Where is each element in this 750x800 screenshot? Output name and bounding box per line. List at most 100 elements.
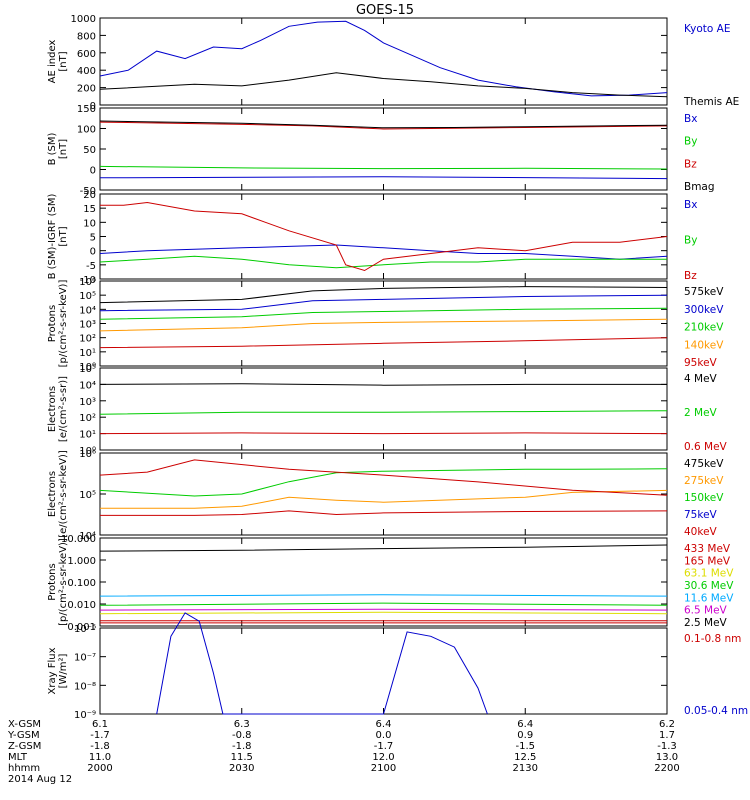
y-axis-label: Electrons[e/(cm²-s-sr-keV)] [47, 450, 69, 538]
legend-label-6-2: 275keV [684, 475, 724, 487]
y-tick-label: 0 [90, 166, 96, 177]
legend-label-3-3: Bz [684, 270, 697, 282]
panel-3: -10 -5 0 5 10 15 20 B (SM)-IGRF (SM)[nT] Bx By Bz [47, 190, 697, 286]
y-tick-label: 0.100 [67, 578, 96, 589]
x-tick-value: 2000 [87, 763, 112, 774]
x-tick-value: -1.8 [90, 741, 110, 752]
series-line-3-2 [99, 255, 667, 269]
y-axis-label-line: [nT] [58, 51, 69, 71]
y-axis-label-line: B (SM)-IGRF (SM) [47, 194, 58, 280]
y-tick-label: 10⁵ [79, 291, 96, 302]
series-line-3-1 [99, 244, 668, 260]
panel-8: 10⁻⁹ 10⁻⁸ 10⁻⁷ 10⁻⁶ Xray Flux[W/m²] 0.1-0.8 n… [47, 459, 748, 721]
legend-label-4-2: 300keV [684, 304, 724, 316]
y-tick-label: 10³ [79, 397, 96, 408]
x-tick-value: -1.7 [374, 741, 394, 752]
y-tick-label: 10¹ [79, 348, 96, 359]
y-axis-label: Protons[p/(cm²-s-sr-keV)] [47, 280, 69, 368]
y-tick-label: 10⁰ [79, 362, 96, 373]
y-tick-label: 10⁴ [79, 531, 96, 542]
legend-label-5-1: 4 MeV [684, 373, 718, 385]
y-tick-label: 200 [77, 84, 96, 95]
y-tick-label: 10.000 [61, 534, 96, 545]
y-axis-label-line: AE index [47, 40, 58, 84]
legend-label-2-1: Bx [684, 113, 697, 125]
x-tick-value: 11.0 [89, 752, 111, 763]
series-line-5-2 [99, 410, 668, 415]
y-tick-label: 10⁻⁶ [74, 624, 96, 635]
legend-label-6-5: 40keV [684, 526, 718, 538]
series-line-4-3 [99, 307, 668, 320]
y-axis-label-line: Protons [47, 563, 58, 600]
y-tick-label: 0 [90, 247, 96, 258]
y-tick-label: 10⁰ [79, 446, 96, 457]
x-tick-value: 2200 [654, 763, 679, 774]
y-tick-label: 0.001 [67, 622, 96, 633]
x-tick-value: -1.3 [657, 741, 677, 752]
legend-label-2-2: By [684, 136, 697, 148]
y-axis-label-line: Electrons [47, 386, 58, 432]
x-axis-row-label: Y-GSM [7, 730, 40, 741]
legend-label-7-4: 30.6 MeV [684, 580, 734, 592]
legend-label-3-1: Bx [684, 199, 697, 211]
y-tick-label: 1.000 [67, 556, 96, 567]
legend-label-7-3: 63.1 MeV [684, 568, 734, 580]
x-tick-value: 6.4 [376, 719, 392, 730]
series-line-4-4 [99, 318, 668, 332]
x-axis-row-label: X-GSM [8, 719, 41, 730]
y-axis-label-line: [p/(cm²-s-sr-keV)] [58, 538, 69, 626]
plot-title: GOES-15 [356, 3, 414, 18]
x-tick-value: 13.0 [656, 752, 678, 763]
panel-4: 10⁰ 10¹ 10² 10³ 10⁴ 10⁵ 10⁶ Protons[p/(cm²-s-sr… [47, 277, 724, 373]
legend-label-5-2: 2 MeV [684, 407, 718, 419]
y-tick-label: 0 [90, 101, 96, 112]
panel-6: 10⁴ 10⁵ 10⁶ Electrons[e/(cm²-s-sr-keV)] 475k… [47, 449, 724, 542]
y-axis-label-line: [nT] [58, 226, 69, 246]
panel-frame [99, 627, 668, 715]
series-line-8-1 [99, 459, 668, 496]
series-line-5-3 [99, 432, 668, 435]
y-tick-label: 10³ [79, 320, 96, 331]
y-tick-label: 10⁶ [79, 277, 96, 288]
legend-label-7-6: 6.5 MeV [684, 605, 728, 617]
panel-frame [99, 280, 668, 367]
legend-label-7-1: 433 MeV [684, 543, 731, 555]
y-tick-label: 5 [90, 233, 96, 244]
legend-label-6-1: 475keV [684, 458, 724, 470]
y-axis-label: B (SM)-IGRF (SM)[nT] [47, 194, 69, 280]
x-tick-value: 2100 [371, 763, 396, 774]
series-line-4-1 [99, 286, 668, 304]
legend-label-1-1: Kyoto AE [684, 23, 730, 35]
series-line-4-2 [99, 294, 668, 312]
series-line-2-3 [99, 121, 668, 130]
y-tick-label: 15 [83, 204, 96, 215]
y-tick-label: 10⁻⁷ [74, 653, 96, 664]
x-tick-value: 6.4 [517, 719, 533, 730]
series-line-7-4 [99, 602, 668, 606]
legend-label-4-4: 140keV [684, 339, 724, 351]
x-tick-value: 6.1 [92, 719, 108, 730]
panel-frame [99, 193, 668, 280]
legend-label-6-4: 75keV [684, 509, 718, 521]
y-tick-label: 0.010 [67, 600, 96, 611]
series-line-6-5 [100, 510, 668, 516]
y-tick-label: 600 [77, 49, 96, 60]
y-tick-label: 10² [79, 334, 96, 345]
legend-label-4-1: 575keV [684, 286, 724, 298]
panel-2: -50 0 50 100 150 B (SM)[nT] Bx By Bz Bmag [47, 104, 715, 197]
panel-frame [99, 452, 668, 536]
panel-frame [99, 367, 668, 451]
panel-7: 0.001 0.010 0.100 1.000 10.000 Protons[p/(cm²… [47, 534, 734, 633]
legend-label-7-5: 11.6 MeV [684, 592, 734, 604]
legend-label-6-3: 150keV [684, 492, 724, 504]
y-tick-label: 10⁻⁹ [74, 710, 96, 721]
y-axis-label-line: Electrons [47, 471, 58, 517]
legend-label-2-3: Bz [684, 158, 697, 170]
y-tick-label: 10⁵ [79, 490, 96, 501]
x-axis-row-label: MLT [8, 752, 28, 763]
y-tick-label: 20 [83, 190, 96, 201]
x-axis-row-label: hhmm [8, 763, 40, 774]
y-tick-label: 150 [77, 104, 96, 115]
y-tick-label: 50 [83, 145, 96, 156]
x-tick-value: -1.7 [90, 730, 110, 741]
